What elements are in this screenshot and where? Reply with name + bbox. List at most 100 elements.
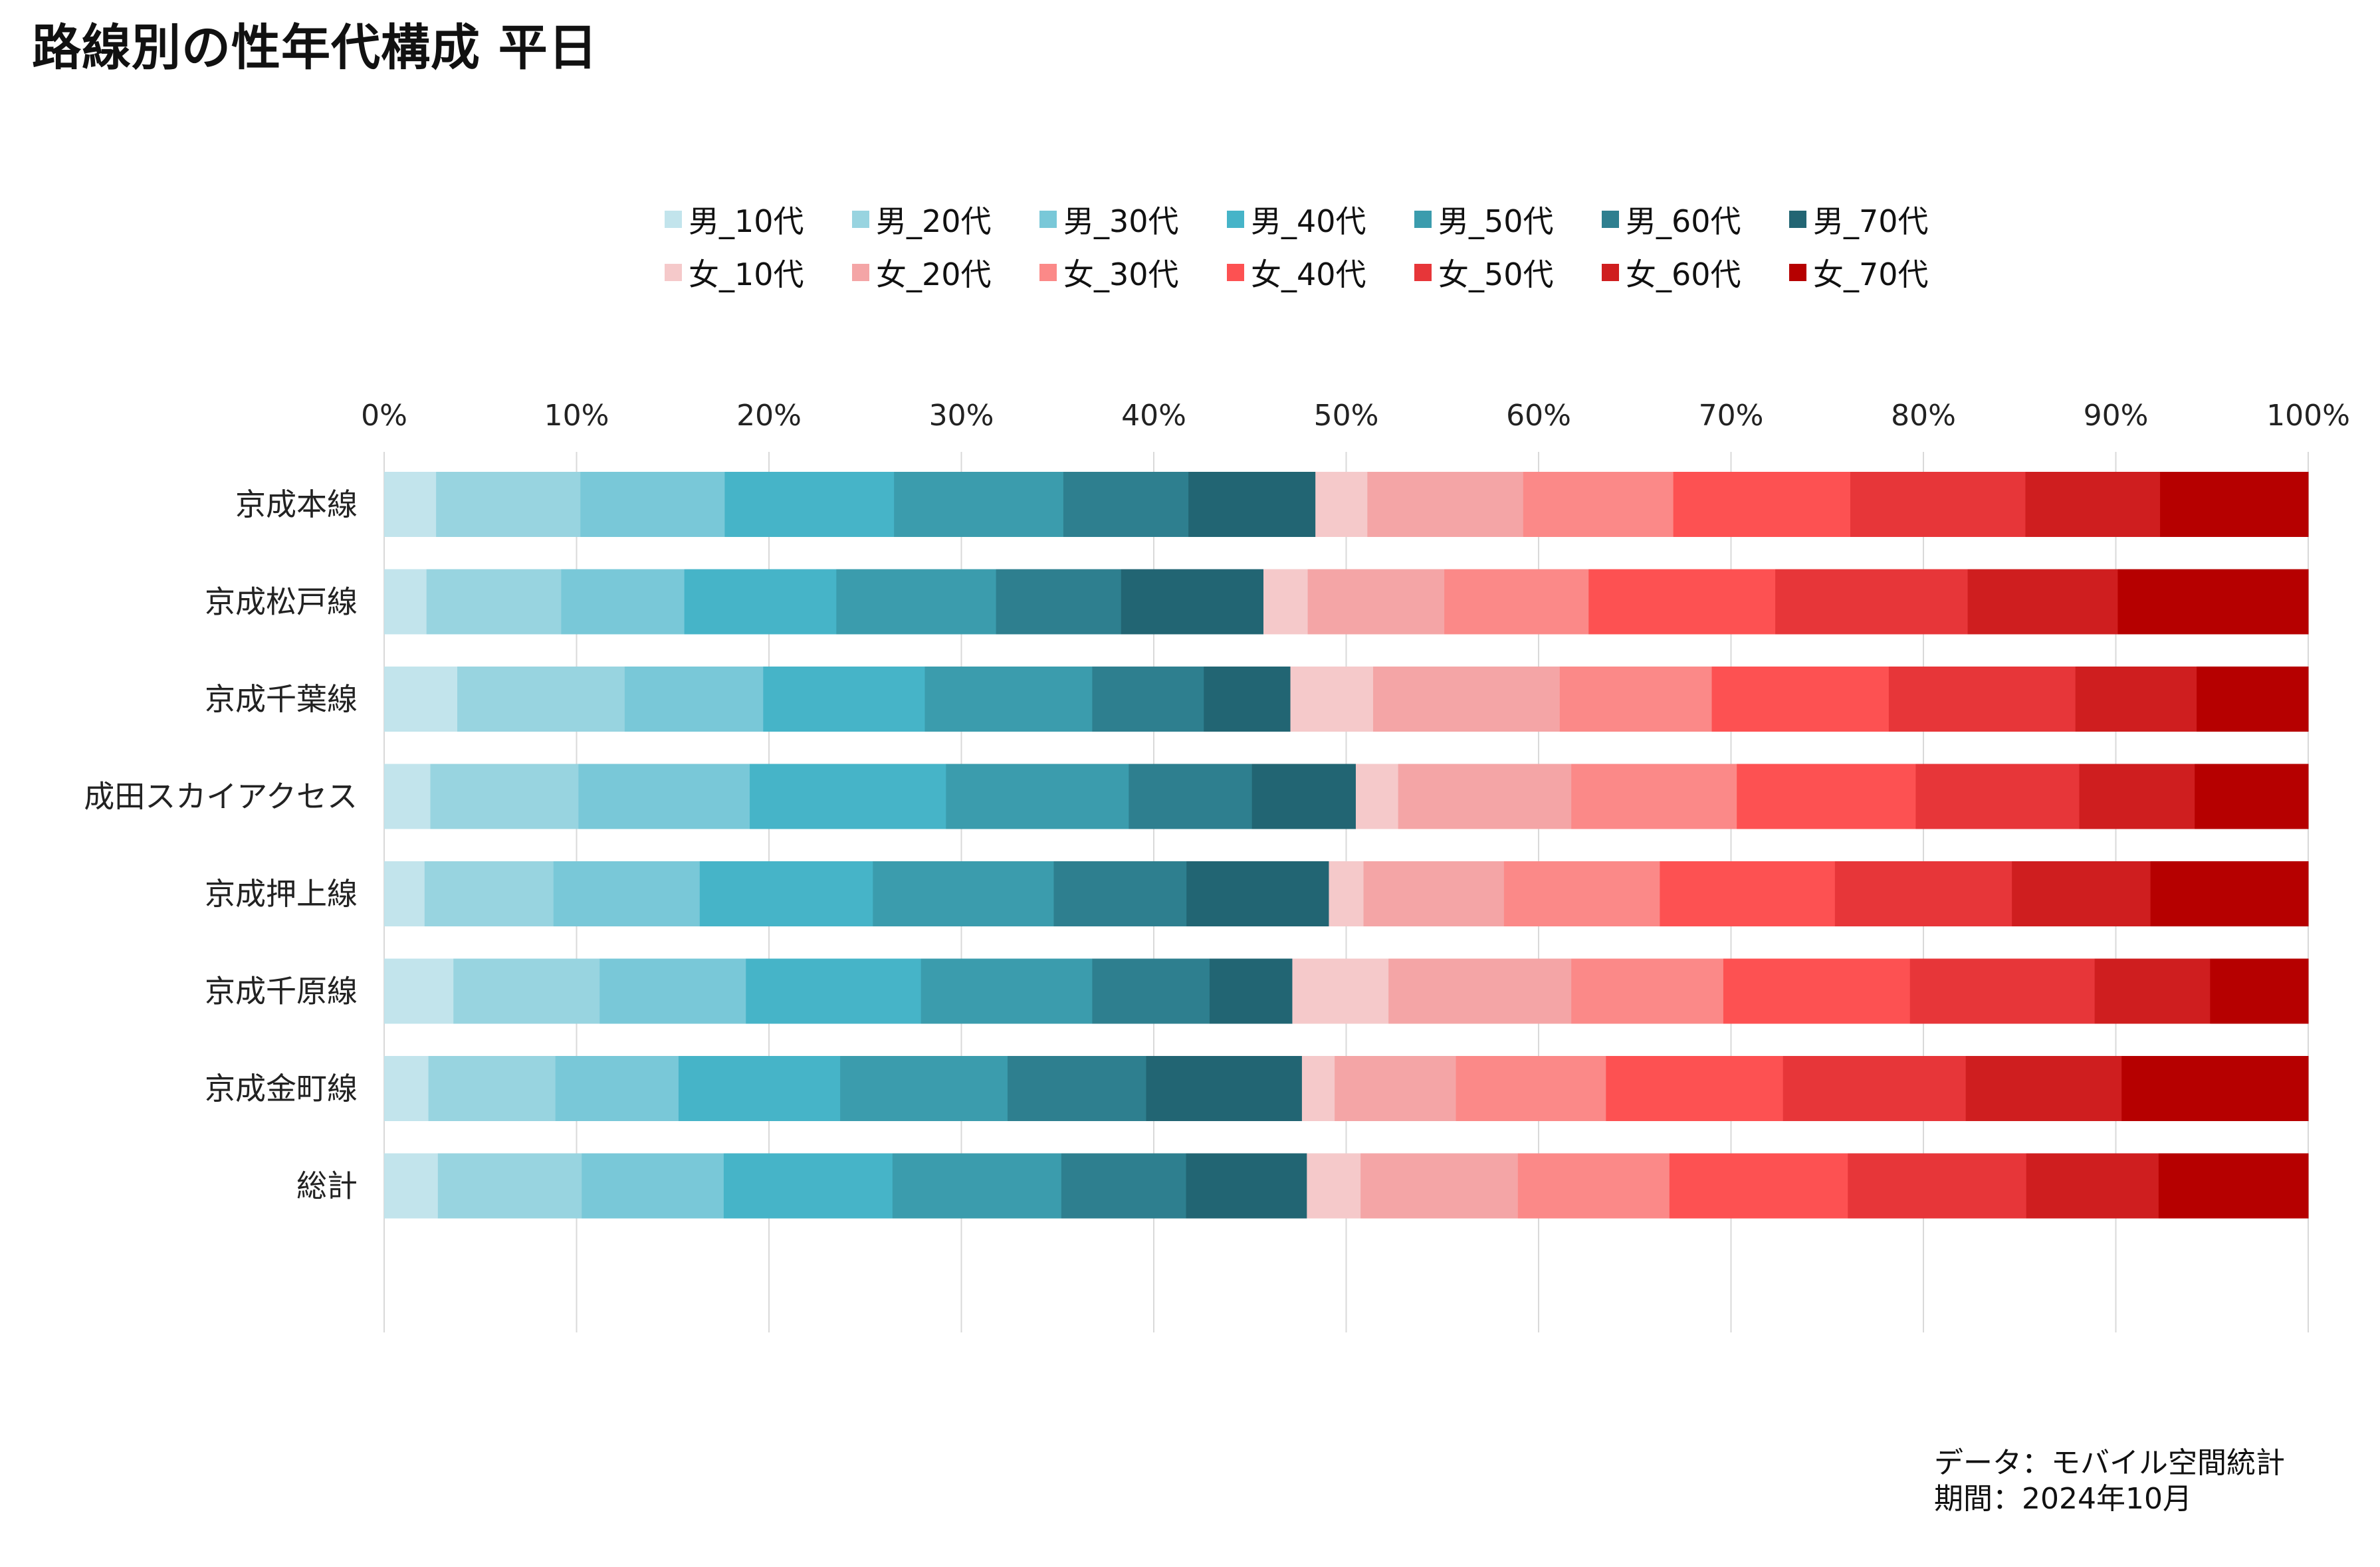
bar-segment-2-10	[1711, 667, 1890, 732]
bar-segment-0-11	[1850, 472, 2026, 537]
x-tick-label-0: 0%	[361, 399, 407, 433]
bar-segment-2-11	[1888, 667, 2076, 732]
legend-label-6: 男_70代	[1813, 203, 1929, 239]
bar-segment-4-1	[424, 861, 554, 926]
bar-segment-1-1	[426, 569, 562, 635]
bar-segment-1-0	[384, 569, 427, 635]
bar-segment-5-13	[2210, 958, 2309, 1024]
legend-item-12: 女_60代	[1602, 251, 1789, 294]
legend-item-5: 男_60代	[1602, 197, 1789, 241]
bar-segment-7-11	[1848, 1153, 2027, 1219]
bar-segment-3-7	[1355, 764, 1399, 829]
bar-segment-3-8	[1398, 764, 1572, 829]
bar-segment-7-0	[384, 1153, 439, 1219]
bar-segment-3-11	[1915, 764, 2080, 829]
bar-segment-0-5	[1063, 472, 1189, 537]
chart-title: 路線別の性年代構成 平日	[32, 19, 598, 76]
legend-label-0: 男_10代	[689, 203, 804, 239]
legend-swatch-2	[1039, 211, 1057, 228]
legend-label-5: 男_60代	[1626, 203, 1741, 239]
bar-segment-0-1	[436, 472, 581, 537]
bar-segment-7-5	[1061, 1153, 1186, 1219]
bar-segment-1-5	[996, 569, 1122, 635]
bar-segment-1-10	[1588, 569, 1776, 635]
legend-label-10: 女_40代	[1251, 257, 1366, 292]
bar-segment-4-9	[1503, 861, 1660, 926]
bar-segment-6-13	[2121, 1056, 2309, 1121]
legend-swatch-7	[665, 264, 682, 281]
bar-segment-3-10	[1737, 764, 1916, 829]
bar-segment-6-9	[1456, 1056, 1606, 1121]
x-tick-label-7: 70%	[1699, 399, 1764, 433]
bar-segment-3-0	[384, 764, 431, 829]
bar-segment-1-4	[836, 569, 997, 635]
bar-segment-0-12	[2025, 472, 2161, 537]
y-category-label-0: 京成本線	[235, 486, 358, 522]
bar-segment-6-1	[428, 1056, 556, 1121]
legend-row-male: 男_10代 男_20代 男_30代 男_40代 男_50代 男_60代 男_70代	[665, 193, 1994, 246]
legend-row-female: 女_10代 女_20代 女_30代 女_40代 女_50代 女_60代 女_70代	[665, 246, 1994, 299]
bar-segment-5-2	[599, 958, 746, 1024]
bar-segment-2-7	[1290, 667, 1374, 732]
bar-segment-5-11	[1909, 958, 2096, 1024]
legend-label-13: 女_70代	[1813, 257, 1929, 292]
legend-item-11: 女_50代	[1414, 251, 1602, 294]
bar-segment-4-7	[1329, 861, 1364, 926]
bar-segment-0-6	[1188, 472, 1316, 537]
bar-segment-5-10	[1723, 958, 1911, 1024]
bar-segment-5-5	[1092, 958, 1210, 1024]
x-tick-label-6: 60%	[1506, 399, 1571, 433]
bar-segment-4-6	[1186, 861, 1329, 926]
bar-segment-3-5	[1129, 764, 1253, 829]
bar-segment-0-10	[1673, 472, 1851, 537]
legend-label-3: 男_40代	[1251, 203, 1366, 239]
bar-segment-3-6	[1251, 764, 1356, 829]
bar-segment-6-7	[1301, 1056, 1335, 1121]
legend-swatch-10	[1227, 264, 1244, 281]
bar-segment-6-2	[555, 1056, 679, 1121]
legend-swatch-8	[852, 264, 869, 281]
bar-segment-2-12	[2075, 667, 2197, 732]
bar-segment-6-10	[1606, 1056, 1784, 1121]
bar-segment-4-12	[2012, 861, 2151, 926]
legend-swatch-1	[852, 211, 869, 228]
legend-item-6: 男_70代	[1789, 197, 1977, 241]
bar-segment-2-1	[457, 667, 625, 732]
bar-segment-0-8	[1367, 472, 1524, 537]
x-tick-label-3: 30%	[929, 399, 994, 433]
bar-segment-1-9	[1444, 569, 1589, 635]
legend-swatch-0	[665, 211, 682, 228]
legend-label-9: 女_30代	[1063, 257, 1179, 292]
bar-segment-4-3	[699, 861, 873, 926]
bar-segment-4-11	[1834, 861, 2012, 926]
bar-segment-4-0	[384, 861, 425, 926]
bar-segment-7-12	[2026, 1153, 2159, 1219]
bar-segment-1-2	[561, 569, 685, 635]
y-category-label-7: 総計	[296, 1168, 358, 1204]
bar-segment-7-3	[723, 1153, 893, 1219]
legend-item-3: 男_40代	[1227, 197, 1414, 241]
bar-segment-4-5	[1053, 861, 1187, 926]
bar-segment-2-13	[2197, 667, 2309, 732]
bar-segment-4-2	[553, 861, 701, 926]
bar-segment-7-7	[1307, 1153, 1361, 1219]
bar-segment-3-12	[2079, 764, 2195, 829]
bar-segment-3-9	[1571, 764, 1737, 829]
x-tick-label-2: 20%	[736, 399, 802, 433]
bar-segment-0-2	[580, 472, 725, 537]
bar-segment-2-0	[384, 667, 458, 732]
legend-label-8: 女_20代	[876, 257, 992, 292]
legend-item-2: 男_30代	[1039, 197, 1227, 241]
x-tick-label-8: 80%	[1891, 399, 1956, 433]
legend-item-0: 男_10代	[665, 197, 852, 241]
bar-segment-1-6	[1121, 569, 1264, 635]
bar-segment-0-13	[2160, 472, 2309, 537]
legend-item-9: 女_30代	[1039, 251, 1227, 294]
legend: 男_10代 男_20代 男_30代 男_40代 男_50代 男_60代 男_70代 女_10…	[665, 193, 1994, 299]
bar-segment-5-9	[1571, 958, 1724, 1024]
legend-label-12: 女_60代	[1626, 257, 1741, 292]
bar-segment-7-6	[1186, 1153, 1307, 1219]
legend-label-2: 男_30代	[1063, 203, 1179, 239]
bar-segment-5-12	[2094, 958, 2211, 1024]
bar-segment-5-6	[1209, 958, 1293, 1024]
